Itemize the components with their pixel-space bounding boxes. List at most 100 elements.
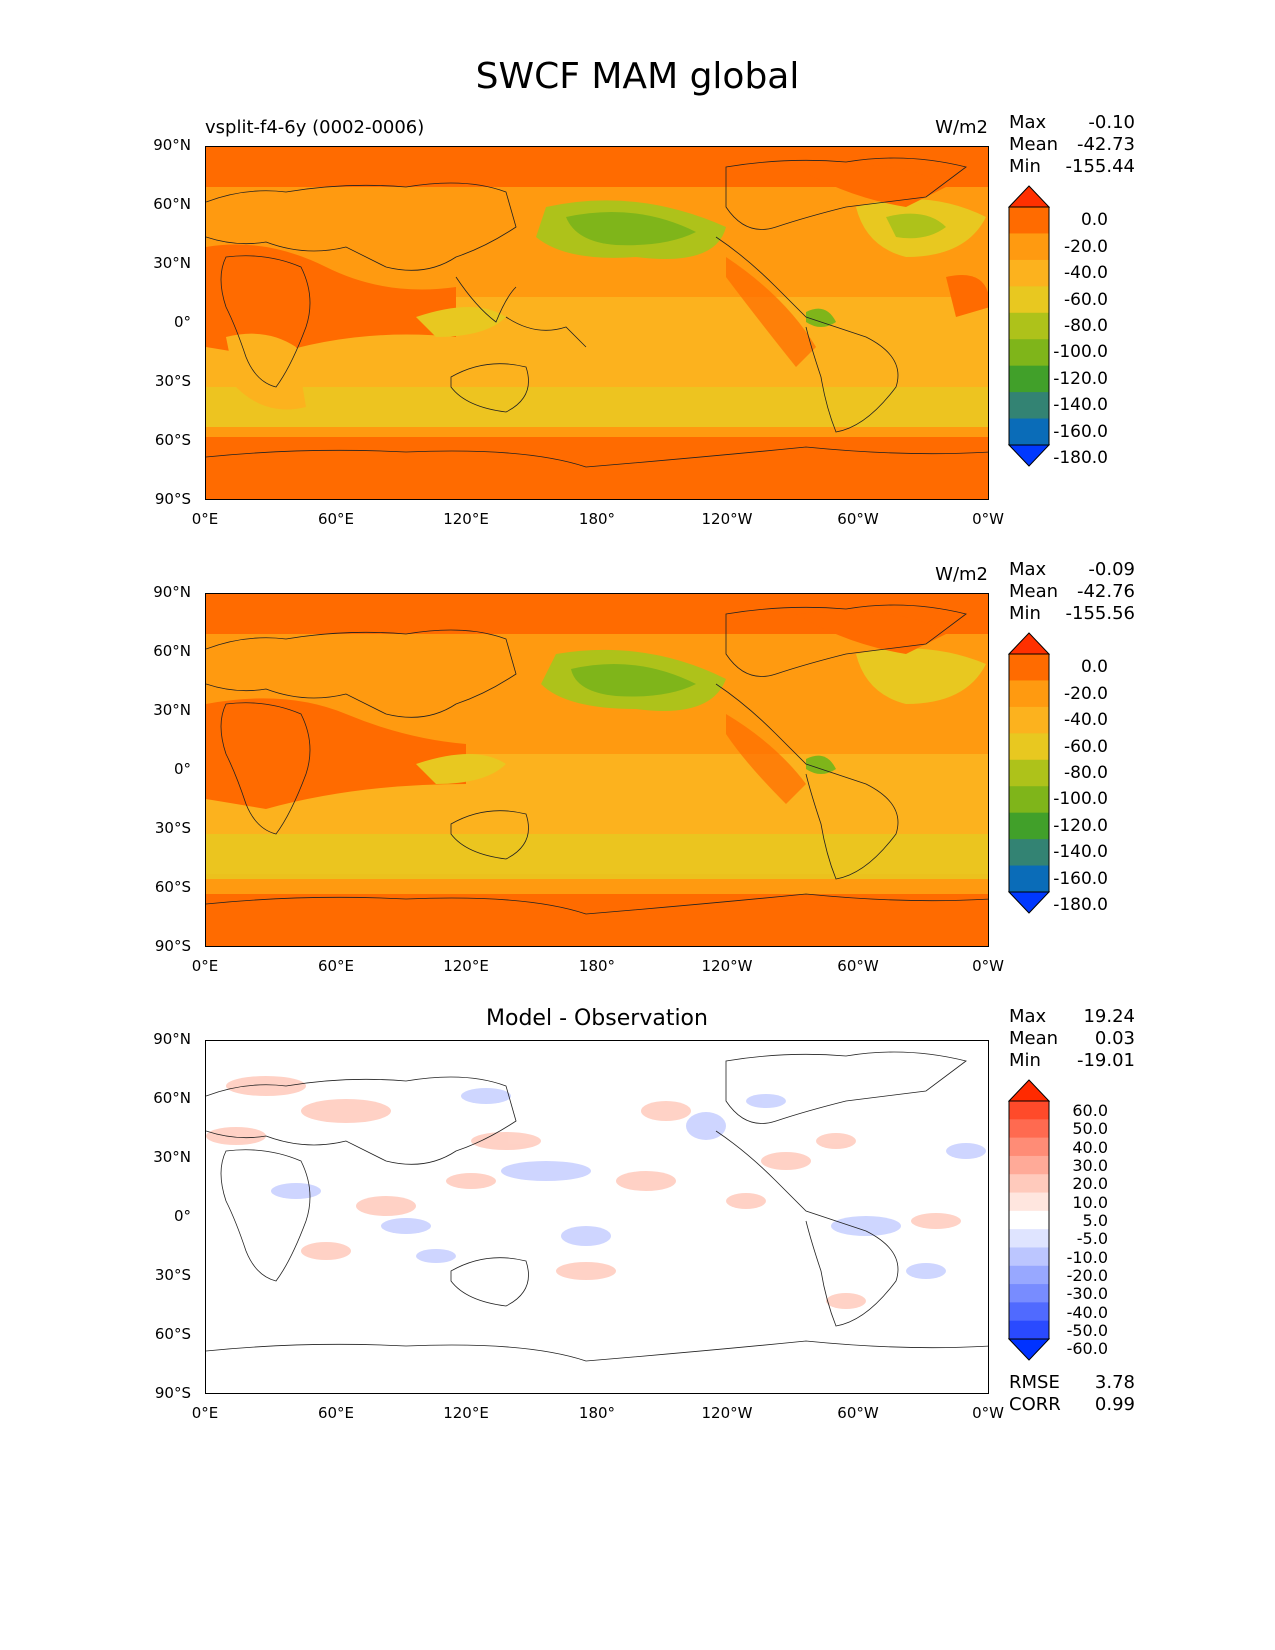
figure-title: SWCF MAM global [475, 56, 800, 97]
x-tick: 0°E [191, 510, 219, 528]
y-tick: 60°S [154, 878, 191, 896]
colorbar-segment [1009, 1247, 1049, 1267]
x-tick: 60°W [837, 957, 879, 975]
colorbar-segment [1009, 680, 1049, 708]
colorbar-segment [1009, 654, 1049, 681]
colorbar-frame [1008, 1100, 1050, 1340]
colorbar-frame [1008, 206, 1050, 446]
x-tick: 0°W [972, 957, 1004, 975]
x-tick: 120°W [701, 1404, 753, 1422]
y-tick: 0° [173, 760, 191, 778]
colorbar [1008, 632, 1050, 914]
stat-mean-value: -42.73 [1076, 134, 1135, 155]
stat-min-label: Min [1009, 1050, 1041, 1071]
x-tick: 60°E [317, 510, 355, 528]
y-tick: 90°N [153, 136, 191, 154]
x-tick: 180° [578, 510, 616, 528]
colorbar-segment [1009, 312, 1049, 340]
colorbar-segment [1009, 1174, 1049, 1194]
colorbar-top-extend [1008, 632, 1050, 655]
x-tick: 0°E [191, 957, 219, 975]
stat-max-label: Max [1009, 1006, 1047, 1027]
colorbar [1008, 185, 1050, 467]
colorbar-segment [1009, 786, 1049, 814]
colorbar-tick-label: -20.0 [1064, 683, 1108, 704]
stat-mean-label: Mean [1009, 581, 1059, 602]
y-tick: 30°S [154, 372, 191, 390]
y-tick: 90°N [153, 1030, 191, 1048]
colorbar-tick-label: -50.0 [1066, 1320, 1108, 1340]
colorbar-segment [1009, 1155, 1049, 1175]
colorbar-tick-label: -80.0 [1064, 316, 1108, 336]
colorbar-segment [1009, 865, 1049, 893]
y-tick: 0° [173, 313, 191, 331]
colorbar-segment [1009, 233, 1049, 261]
stat-max-label: Max [1009, 559, 1047, 580]
colorbar-tick-label: -10.0 [1066, 1247, 1108, 1267]
x-tick: 60°W [837, 1404, 879, 1422]
colorbar-tick-label: -140.0 [1053, 842, 1108, 863]
panel-units: W/m2 [935, 564, 988, 585]
colorbar-tick-label: -20.0 [1064, 236, 1108, 257]
stat-min-value: -155.56 [1065, 603, 1135, 624]
colorbar-top-extend [1008, 1079, 1050, 1102]
stat-mean-value: 0.03 [1094, 1028, 1135, 1049]
colorbar [1008, 1079, 1050, 1361]
colorbar-segment [1009, 1210, 1049, 1230]
colorbar-tick-label: -160.0 [1053, 868, 1108, 889]
colorbar-tick-label: 0.0 [1080, 657, 1108, 678]
panel-units: W/m2 [935, 117, 988, 138]
colorbar-tick-label: 50.0 [1072, 1119, 1108, 1139]
colorbar-segment [1009, 392, 1049, 420]
x-tick: 180° [578, 1404, 616, 1422]
colorbar-tick-label: -180.0 [1053, 448, 1108, 469]
stats-block: Max 19.24 Mean 0.03 Min -19.01 [1009, 1006, 1135, 1072]
x-tick: 120°E [443, 957, 489, 975]
stat-max-value: -0.10 [1088, 112, 1135, 133]
panel-left-title: vsplit-f4-6y (0002-0006) [205, 117, 425, 138]
colorbar-tick-label: -40.0 [1064, 263, 1108, 284]
colorbar-tick-label: -160.0 [1053, 421, 1108, 442]
panel-center-title: Model - Observation [486, 1006, 708, 1031]
colorbar-segment [1009, 339, 1049, 367]
colorbar-segment [1009, 1229, 1049, 1248]
y-tick: 30°S [154, 819, 191, 837]
stat-mean-label: Mean [1009, 134, 1059, 155]
colorbar-tick-label: -120.0 [1053, 368, 1108, 389]
stat-max-value: -0.09 [1088, 559, 1135, 580]
stat-mean-label: Mean [1009, 1028, 1059, 1049]
x-tick: 60°E [317, 1404, 355, 1422]
y-tick: 30°N [153, 254, 191, 272]
colorbar-segment [1009, 759, 1049, 787]
colorbar-segment [1009, 286, 1049, 314]
colorbar-tick-label: -5.0 [1076, 1229, 1108, 1249]
colorbar-segment [1009, 259, 1049, 287]
colorbar-tick-label: 60.0 [1072, 1101, 1108, 1121]
colorbar-segment [1009, 1192, 1049, 1212]
colorbar-segment [1009, 1284, 1049, 1303]
colorbar-tick-label: -140.0 [1053, 395, 1108, 416]
stat-min-label: Min [1009, 156, 1041, 177]
colorbar-tick-label: -60.0 [1064, 289, 1108, 310]
colorbar-tick-label: 10.0 [1072, 1192, 1108, 1212]
stat-max-label: Max [1009, 112, 1047, 133]
colorbar-segment [1009, 733, 1049, 761]
colorbar-segment [1009, 1119, 1049, 1139]
x-tick: 60°W [837, 510, 879, 528]
colorbar-segment [1009, 839, 1049, 867]
colorbar-segment [1009, 1302, 1049, 1322]
colorbar-segment [1009, 1137, 1049, 1157]
colorbar-tick-label: -100.0 [1053, 342, 1108, 363]
colorbar-tick-label: -80.0 [1064, 763, 1108, 783]
colorbar-segment [1009, 365, 1049, 393]
colorbar-tick-label: 5.0 [1082, 1211, 1108, 1230]
stat-min-label: Min [1009, 603, 1041, 624]
y-tick: 30°S [154, 1266, 191, 1284]
colorbar-segment [1009, 1320, 1049, 1340]
map-diff [205, 1040, 989, 1394]
colorbar-segment [1009, 812, 1049, 840]
colorbar-top-extend [1008, 185, 1050, 208]
x-tick: 180° [578, 957, 616, 975]
colorbar-tick-label: -30.0 [1066, 1284, 1108, 1304]
stat-mean-value: -42.76 [1076, 581, 1135, 602]
